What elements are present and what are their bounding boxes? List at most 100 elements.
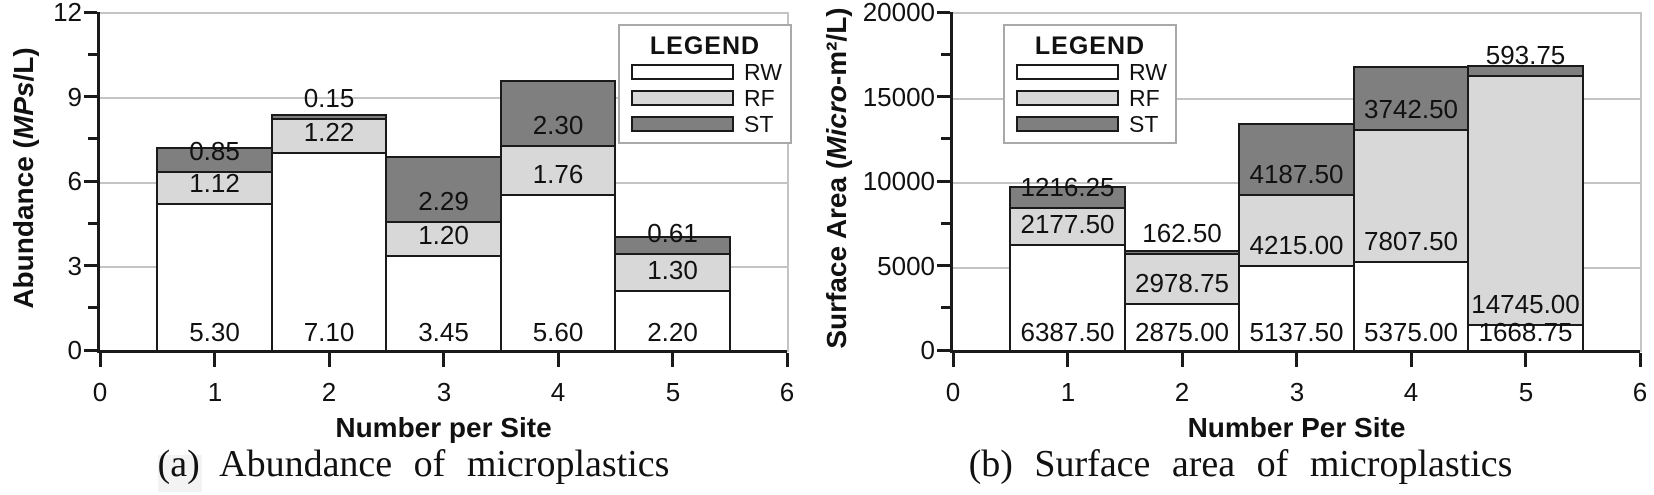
legend-entry-rf: RF: [1016, 85, 1167, 111]
bar-segment-st: [156, 147, 273, 173]
x-major-tick: [328, 353, 331, 367]
y-gridline: [100, 97, 787, 99]
x-major-tick: [1181, 353, 1184, 367]
legend-title: LEGEND: [1034, 32, 1146, 60]
legend-swatch-rw: [1016, 64, 1119, 80]
y-major-tick: [937, 180, 950, 183]
y-gridline: [953, 98, 1640, 100]
x-major-tick: [1066, 353, 1069, 367]
bar-segment-rw: [156, 203, 273, 352]
y-axis-title: Abundance (MPs/L): [8, 47, 40, 308]
bar-segment-st: [614, 236, 731, 255]
x-tick-label: 3: [1289, 377, 1305, 407]
value-label-rw: 3.45: [418, 317, 469, 347]
bar-site-5: 1668.75 14745.00 593.75: [1467, 14, 1584, 352]
value-label-rf: 2978.75: [1135, 268, 1229, 298]
y-major-tick: [937, 11, 950, 14]
bar-segment-st: [1467, 65, 1584, 77]
y-axis-title-part: -m²/L): [821, 7, 852, 86]
y-minor-tick: [941, 53, 950, 56]
value-label-st: 1216.25: [1020, 172, 1115, 202]
x-tick-label: 6: [1632, 377, 1648, 407]
panel-caption: (a) Abundance of microplastics: [157, 443, 670, 485]
x-tick-label: 3: [436, 377, 452, 407]
x-major-tick: [442, 353, 445, 367]
legend-box: LEGEND RW RF ST: [1003, 24, 1177, 144]
y-tick-label: 9: [67, 82, 82, 112]
legend-label: RW: [1129, 59, 1167, 85]
y-minor-tick: [88, 137, 97, 140]
bar-segment-st: [500, 80, 616, 147]
bar-site-3: 5137.50 4215.00 4187.50: [1238, 14, 1355, 352]
value-label-rf: 1.76: [532, 159, 584, 189]
value-label-rf: 2177.50: [1020, 209, 1115, 239]
y-minor-tick: [941, 222, 950, 225]
x-axis-title: Number per Site: [335, 412, 552, 443]
x-tick-label: 0: [92, 377, 108, 407]
y-tick-label: 0: [920, 335, 935, 365]
bar-segment-rf: [271, 118, 387, 154]
x-tick-label: 5: [1518, 377, 1534, 407]
y-major-tick: [937, 349, 950, 352]
x-major-tick: [952, 353, 955, 367]
y-axis-title-italic-part: Micro: [821, 85, 852, 160]
y-minor-tick: [941, 137, 950, 140]
chart-panel-abundance: Abundance (MPs/L) Number per Site (a) Ab…: [8, 0, 795, 492]
x-major-tick: [99, 353, 102, 367]
bar-site-1: 6387.50 2177.50 1216.25: [1009, 14, 1126, 352]
value-label-st: 2.29: [418, 186, 469, 216]
y-major-tick: [84, 11, 97, 14]
legend-swatch-rw: [631, 64, 734, 80]
y-axis-title-part: Abundance (: [8, 139, 39, 309]
bar-segment-rf: [500, 144, 616, 196]
x-axis-line: [97, 350, 787, 353]
bar-segment-rw: [500, 194, 616, 352]
value-label-rf: 1.30: [647, 255, 698, 285]
y-tick-label: 6: [67, 166, 82, 196]
bar-site-2: 7.10 1.22 0.15: [271, 14, 387, 352]
x-tick-label: 4: [1403, 377, 1419, 407]
y-minor-tick: [88, 53, 97, 56]
x-tick-label: 4: [550, 377, 566, 407]
x-major-tick: [671, 353, 674, 367]
value-label-rw: 5137.50: [1249, 317, 1344, 347]
y-minor-tick: [941, 306, 950, 309]
bar-segment-st: [1009, 186, 1126, 209]
plot-area: 5.30 1.12 0.85 7.10 1.22 0.15 3.45 1.20 2.29 5.60…: [100, 12, 789, 352]
legend-entry-st: ST: [1016, 113, 1167, 136]
legend-label: RF: [1129, 85, 1160, 111]
value-label-rf: 1.12: [189, 168, 240, 198]
value-label-rw: 7.10: [303, 317, 355, 347]
x-axis-line: [950, 350, 1640, 353]
y-axis-line: [97, 12, 100, 353]
legend-entry-rf: RF: [631, 85, 782, 111]
y-minor-tick: [88, 222, 97, 225]
y-tick-label: 3: [67, 251, 82, 281]
bar-segment-rw: [614, 290, 731, 352]
panel-caption: (b) Surface area of microplastics: [968, 443, 1513, 485]
legend-label: ST: [744, 111, 774, 137]
bar-site-4: 5375.00 7807.50 3742.50: [1353, 14, 1469, 352]
legend-box: LEGEND RW RF ST: [618, 24, 792, 144]
legend-swatch-st: [631, 116, 734, 132]
x-tick-label: 0: [945, 377, 961, 407]
plot-area: 6387.50 2177.50 1216.25 2875.00 2978.75 162.5…: [953, 12, 1642, 352]
value-label-st: 593.75: [1485, 40, 1566, 70]
value-label-st: 3742.50: [1364, 94, 1458, 124]
value-label-rf: 4215.00: [1249, 230, 1344, 260]
y-tick-label: 5000: [877, 251, 935, 281]
x-major-tick: [1410, 353, 1413, 367]
value-label-st: 162.50: [1142, 218, 1222, 248]
y-tick-label: 20000: [862, 0, 935, 27]
y-axis-title-part: Surface Area (: [821, 159, 852, 349]
x-tick-label: 6: [779, 377, 795, 407]
x-major-tick: [786, 353, 789, 367]
chart-panel-surface-area: Surface Area (Micro-m²/L) Number Per Sit…: [821, 0, 1654, 495]
legend-label: RF: [744, 85, 775, 111]
value-label-st: 0.85: [189, 136, 240, 166]
y-axis-title-part: /L): [8, 47, 39, 82]
x-axis-title: Number Per Site: [1187, 412, 1406, 443]
legend-rows: RW RF ST: [1016, 59, 1167, 136]
y-major-tick: [84, 180, 97, 183]
caption-highlight-artifact: [158, 455, 202, 492]
